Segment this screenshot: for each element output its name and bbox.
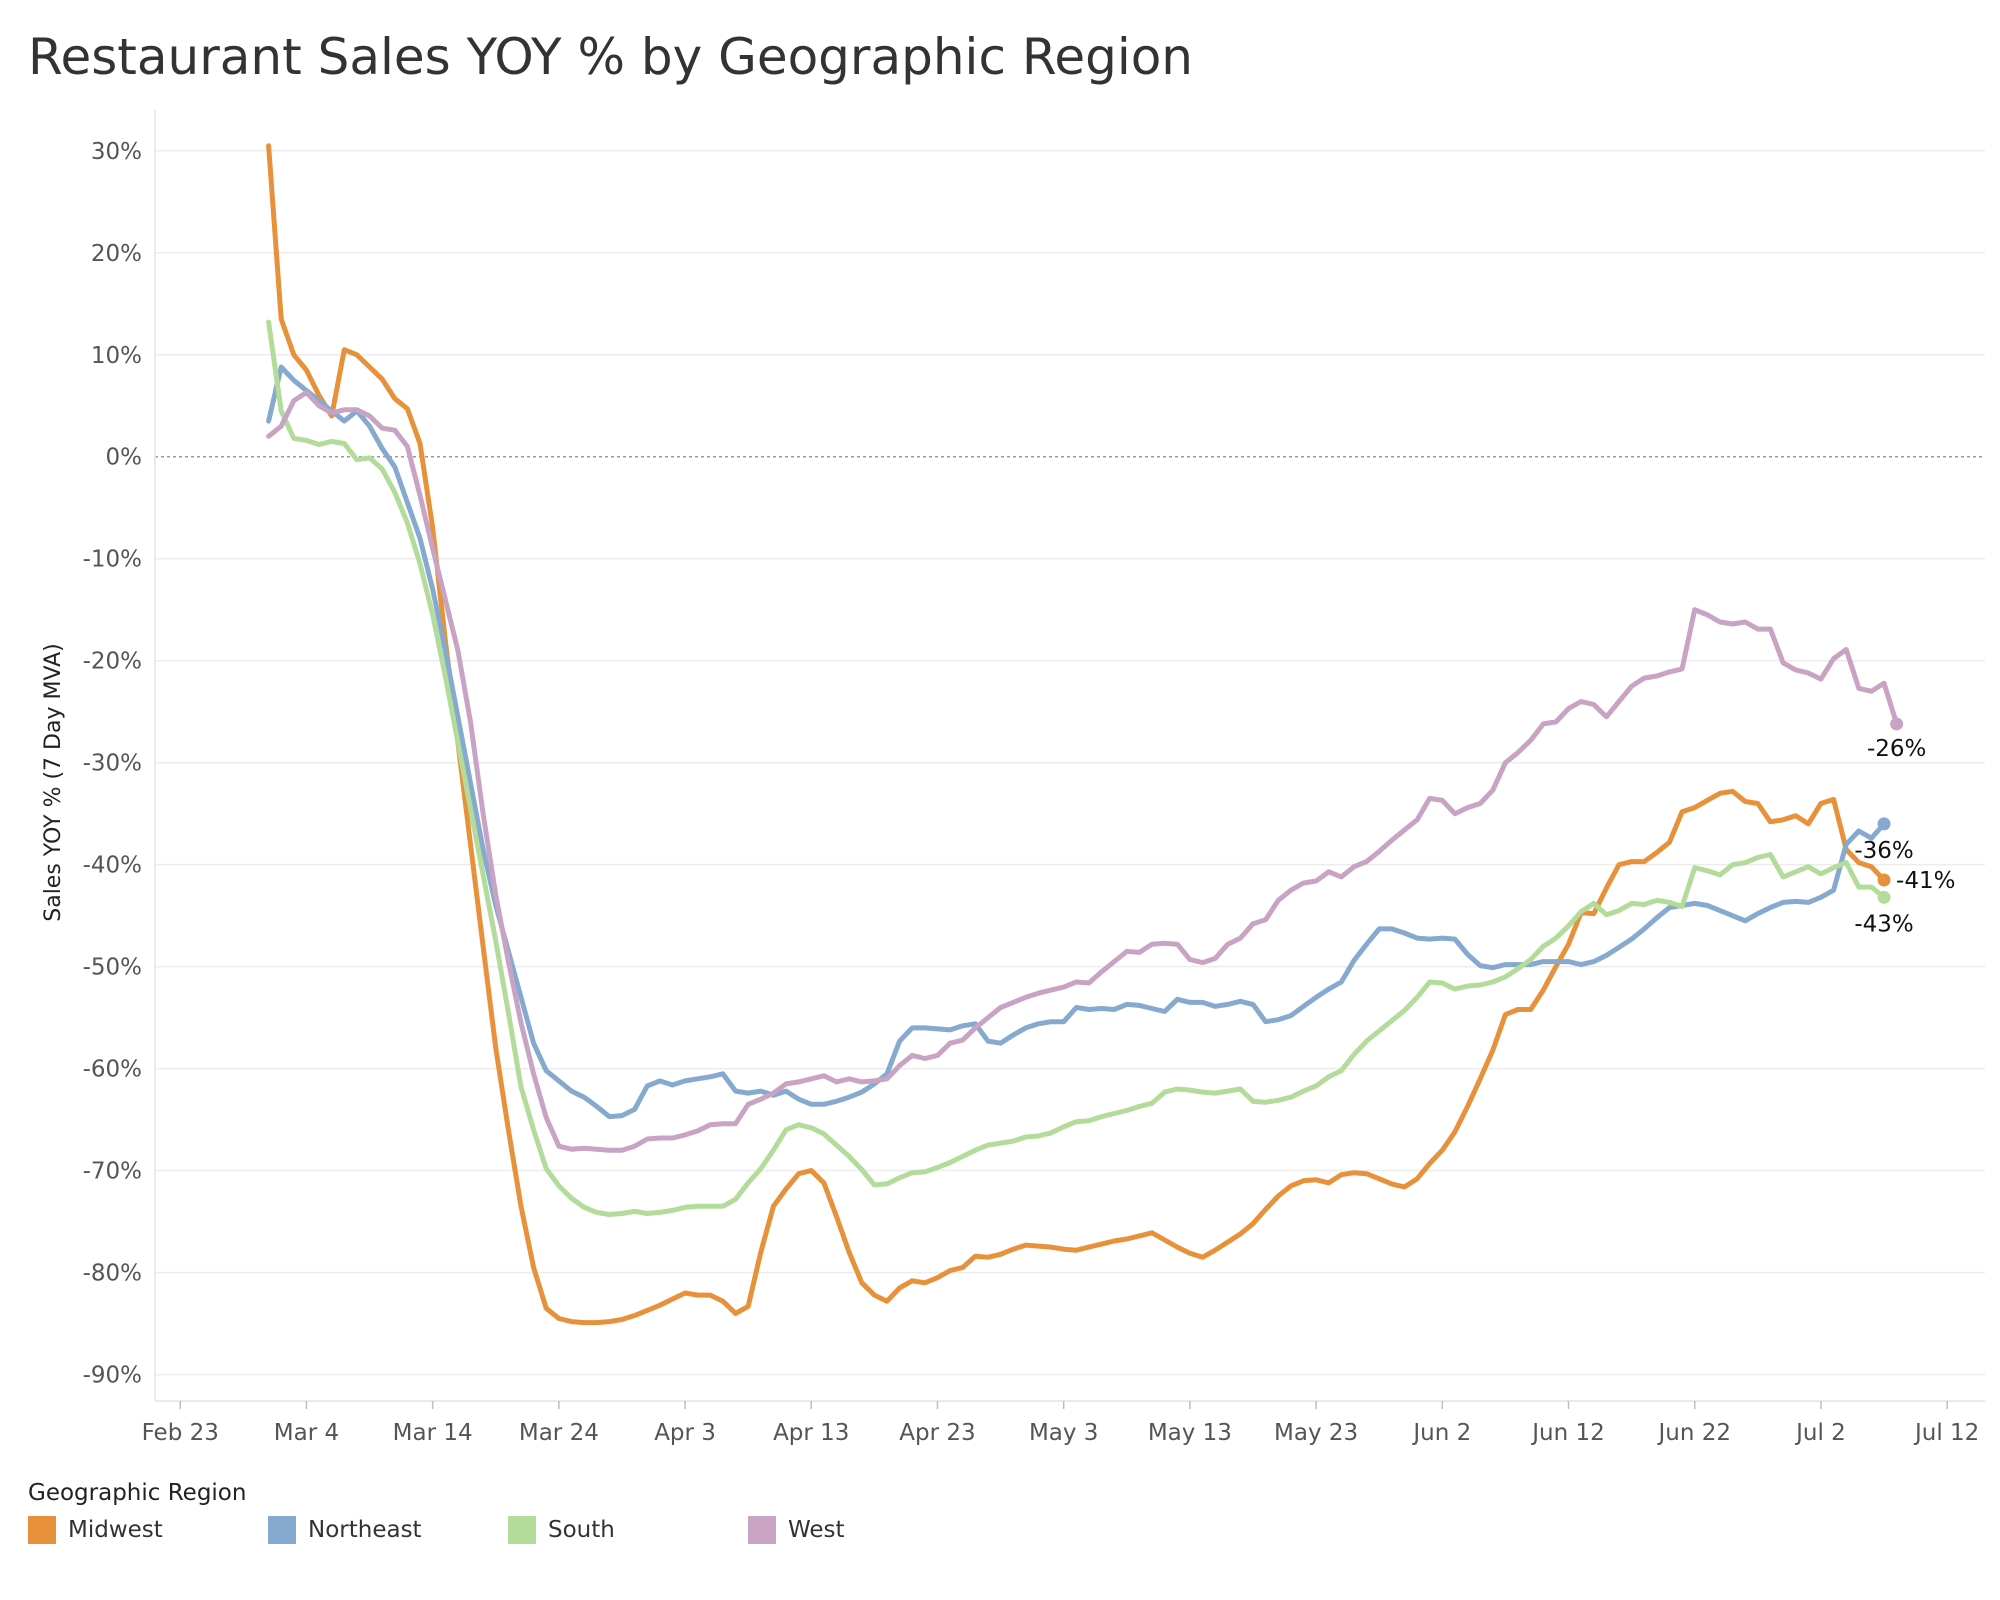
line-chart: 30% 20% 10% 0% -10% -20% -30% -40% -50% -60% -70% -…: [41, 110, 1985, 1446]
y-tick-label: 10%: [91, 343, 142, 369]
series-endpoint-west: [1890, 717, 1904, 731]
x-tick-label: Jul 12: [1913, 1420, 1979, 1446]
series-endpoint-northeast: [1877, 817, 1891, 831]
x-tick-label: May 23: [1274, 1420, 1358, 1446]
legend-item-west[interactable]: West: [748, 1516, 988, 1544]
end-label-midwest: -41%: [1896, 868, 1955, 894]
end-label-west: -26%: [1867, 736, 1926, 762]
y-tick-label: -50%: [83, 955, 142, 981]
legend-swatch: [28, 1516, 56, 1544]
y-tick-label: -70%: [83, 1159, 142, 1185]
gridlines: [155, 150, 1985, 1376]
x-tick-label: Feb 23: [142, 1420, 219, 1446]
x-tick-label: Jun 2: [1411, 1420, 1471, 1446]
x-tick-label: Jun 12: [1530, 1420, 1605, 1446]
y-tick-label: -30%: [83, 751, 142, 777]
legend-swatch: [508, 1516, 536, 1544]
axes: [154, 110, 1985, 1402]
y-axis-label: Sales YOY % (7 Day MVA): [41, 643, 66, 922]
series-endpoint-south: [1877, 890, 1891, 904]
end-labels: -41% -36% -43% -26%: [1854, 736, 1955, 937]
x-tick-label: Apr 13: [773, 1420, 849, 1446]
legend-items: Midwest Northeast South West: [28, 1516, 988, 1544]
legend-label: Northeast: [308, 1517, 422, 1543]
x-tick-label: Mar 4: [274, 1420, 339, 1446]
x-tick-label: Apr 23: [899, 1420, 975, 1446]
legend-label: West: [788, 1517, 845, 1543]
y-tick-label: 0%: [106, 445, 143, 471]
legend: Geographic Region Midwest Northeast South W…: [28, 1480, 988, 1544]
x-tick-label: Mar 14: [393, 1420, 473, 1446]
legend-item-midwest[interactable]: Midwest: [28, 1516, 268, 1544]
x-tick-label: Jul 2: [1794, 1420, 1846, 1446]
chart-title: Restaurant Sales YOY % by Geographic Reg…: [28, 28, 1193, 86]
legend-label: South: [548, 1517, 615, 1543]
y-tick-label: -20%: [83, 649, 142, 675]
y-tick-label: 20%: [91, 241, 142, 267]
x-tick-label: Mar 24: [519, 1420, 599, 1446]
series-line-south: [266, 319, 1887, 1217]
legend-title: Geographic Region: [28, 1480, 247, 1506]
y-tick-label: -60%: [83, 1057, 142, 1083]
series-endpoint-midwest: [1877, 873, 1891, 887]
y-axis-ticks: 30% 20% 10% 0% -10% -20% -30% -40% -50% -60% -70% -…: [83, 139, 142, 1389]
series-line-midwest: [266, 143, 1887, 1326]
x-axis-ticks: Feb 23 Mar 4 Mar 14 Mar 24 Apr 3 Apr 13 Apr 23…: [142, 1401, 1979, 1446]
legend-label: Midwest: [68, 1517, 163, 1543]
y-tick-label: -90%: [83, 1363, 142, 1389]
series-line-northeast: [266, 364, 1887, 1120]
legend-item-northeast[interactable]: Northeast: [268, 1516, 508, 1544]
series-lines: [266, 143, 1904, 1326]
legend-swatch: [268, 1516, 296, 1544]
x-tick-label: Apr 3: [654, 1420, 716, 1446]
legend-item-south[interactable]: South: [508, 1516, 748, 1544]
legend-swatch: [748, 1516, 776, 1544]
y-tick-label: -80%: [83, 1261, 142, 1287]
end-label-northeast: -36%: [1854, 838, 1913, 864]
end-label-south: -43%: [1854, 911, 1913, 937]
y-tick-label: -40%: [83, 853, 142, 879]
x-tick-label: May 13: [1148, 1420, 1232, 1446]
x-tick-label: Jun 22: [1656, 1420, 1731, 1446]
y-tick-label: 30%: [91, 139, 142, 165]
series-line-west: [266, 390, 1900, 1153]
x-tick-label: May 3: [1029, 1420, 1099, 1446]
y-tick-label: -10%: [83, 547, 142, 573]
